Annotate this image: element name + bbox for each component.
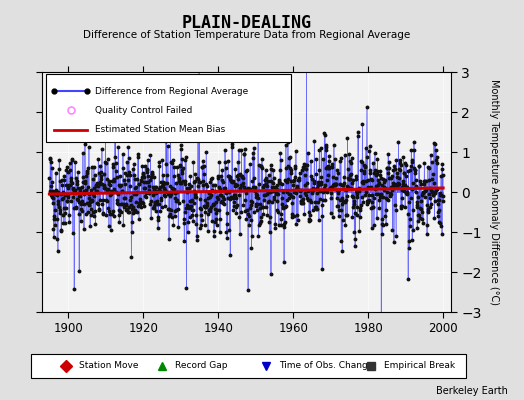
Text: Record Gap: Record Gap bbox=[175, 362, 227, 370]
Y-axis label: Monthly Temperature Anomaly Difference (°C): Monthly Temperature Anomaly Difference (… bbox=[488, 79, 498, 305]
Text: Quality Control Failed: Quality Control Failed bbox=[95, 106, 192, 115]
Text: Berkeley Earth: Berkeley Earth bbox=[436, 386, 508, 396]
Text: Difference of Station Temperature Data from Regional Average: Difference of Station Temperature Data f… bbox=[83, 30, 410, 40]
Text: Time of Obs. Change: Time of Obs. Change bbox=[279, 362, 374, 370]
Text: Difference from Regional Average: Difference from Regional Average bbox=[95, 87, 248, 96]
Text: Empirical Break: Empirical Break bbox=[384, 362, 455, 370]
Bar bbox=[46, 74, 291, 142]
Text: Station Move: Station Move bbox=[79, 362, 139, 370]
Text: PLAIN-DEALING: PLAIN-DEALING bbox=[181, 14, 311, 32]
Text: Estimated Station Mean Bias: Estimated Station Mean Bias bbox=[95, 125, 225, 134]
